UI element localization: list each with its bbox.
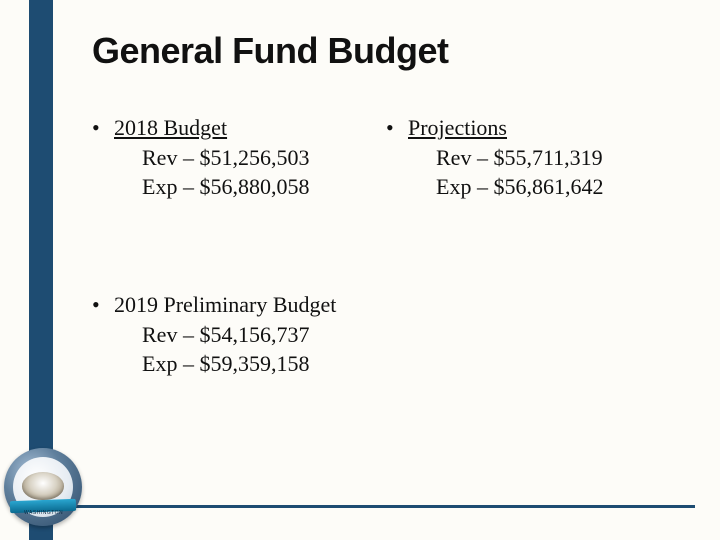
heading-2018-budget: 2018 Budget (114, 115, 227, 140)
content-columns: • 2018 Budget Rev – $51,256,503 Exp – $5… (92, 113, 680, 379)
page-title: General Fund Budget (92, 30, 449, 72)
right-column: • Projections Rev – $55,711,319 Exp – $5… (386, 113, 680, 379)
bullet-2018-budget: • 2018 Budget Rev – $51,256,503 Exp – $5… (92, 113, 386, 202)
bullet-body: 2018 Budget Rev – $51,256,503 Exp – $56,… (114, 113, 386, 202)
bullet-glyph: • (386, 113, 408, 143)
exp-projections: Exp – $56,861,642 (436, 172, 680, 202)
left-column: • 2018 Budget Rev – $51,256,503 Exp – $5… (92, 113, 386, 379)
county-seal-icon: WASHINGTON (4, 448, 82, 526)
bullet-body: 2019 Preliminary Budget Rev – $54,156,73… (114, 290, 386, 379)
bullet-body: Projections Rev – $55,711,319 Exp – $56,… (408, 113, 680, 202)
bottom-accent-line (29, 505, 695, 508)
heading-projections: Projections (408, 115, 507, 140)
bullet-2019-preliminary: • 2019 Preliminary Budget Rev – $54,156,… (92, 290, 386, 379)
bullet-projections: • Projections Rev – $55,711,319 Exp – $5… (386, 113, 680, 202)
bullet-glyph: • (92, 290, 114, 320)
exp-2018: Exp – $56,880,058 (142, 172, 386, 202)
rev-projections: Rev – $55,711,319 (436, 143, 680, 173)
rev-2018: Rev – $51,256,503 (142, 143, 386, 173)
heading-2019-preliminary: 2019 Preliminary Budget (114, 292, 336, 317)
exp-2019: Exp – $59,359,158 (142, 349, 386, 379)
bullet-glyph: • (92, 113, 114, 143)
seal-bottom-text: WASHINGTON (24, 510, 62, 520)
rev-2019: Rev – $54,156,737 (142, 320, 386, 350)
